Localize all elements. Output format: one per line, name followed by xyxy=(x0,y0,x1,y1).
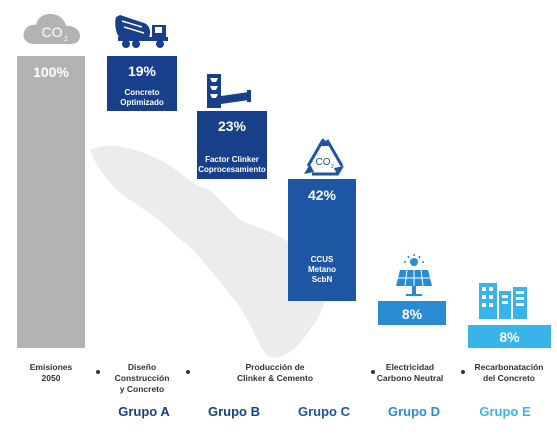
recycle-co2-subscript: 2 xyxy=(331,164,334,170)
bar-value-label: 42% xyxy=(307,186,337,203)
bar-sublabel: CCUS Metano ScbN xyxy=(308,254,336,284)
concrete-mixer-truck-icon xyxy=(115,15,168,48)
category-label: Diseño Construcción y Concreto xyxy=(114,362,170,394)
bar-value-label: 23% xyxy=(217,118,247,135)
co2-subscript: 2 xyxy=(64,36,68,43)
group-label: Grupo A xyxy=(118,404,170,419)
cement-kiln-icon xyxy=(207,74,251,108)
bar-value-label: 8% xyxy=(401,306,423,323)
group-label: Grupo C xyxy=(298,404,350,419)
bar-6: 8% xyxy=(468,324,551,348)
buildings-icon xyxy=(479,283,527,319)
bar-value-label: 100% xyxy=(33,64,69,80)
bar-sublabel: Factor Clinker Coprocesamiento xyxy=(198,155,266,175)
bar-value-label: 19% xyxy=(127,63,157,79)
group-label: Grupo B xyxy=(208,404,260,419)
bar-5: 8% xyxy=(378,301,446,325)
recycle-co2-text: CO xyxy=(316,157,331,168)
group-label: Grupo E xyxy=(479,404,531,419)
americas-map-background xyxy=(90,145,327,358)
group-label: Grupo D xyxy=(388,404,440,419)
co2-text: CO xyxy=(42,24,63,40)
bullet-dot xyxy=(186,370,190,374)
bar-3: 23% Factor Clinker Coprocesamiento xyxy=(197,111,267,179)
category-label: Electricidad Carbono Neutral xyxy=(376,362,444,383)
bullet-dot xyxy=(461,370,465,374)
recycle-co2-icon: CO 2 xyxy=(304,138,344,176)
category-label: Emisiones 2050 xyxy=(29,362,73,383)
bullet-dot xyxy=(96,370,100,374)
bar-1: 100% xyxy=(17,56,85,348)
bar-sublabel: Concreto Optimizado xyxy=(120,88,164,107)
solar-panel-icon xyxy=(396,254,432,296)
category-label: Recarbonatación del Concreto xyxy=(474,362,544,383)
co2-cloud-icon: CO 2 xyxy=(23,13,80,44)
category-label: Producción de Clinker & Cemento xyxy=(236,362,314,383)
bar-2: 19% Concreto Optimizado xyxy=(107,56,177,112)
bullet-dot xyxy=(371,370,375,374)
bar-4: 42% CCUS Metano ScbN xyxy=(288,178,356,302)
bar-value-label: 8% xyxy=(499,328,520,345)
